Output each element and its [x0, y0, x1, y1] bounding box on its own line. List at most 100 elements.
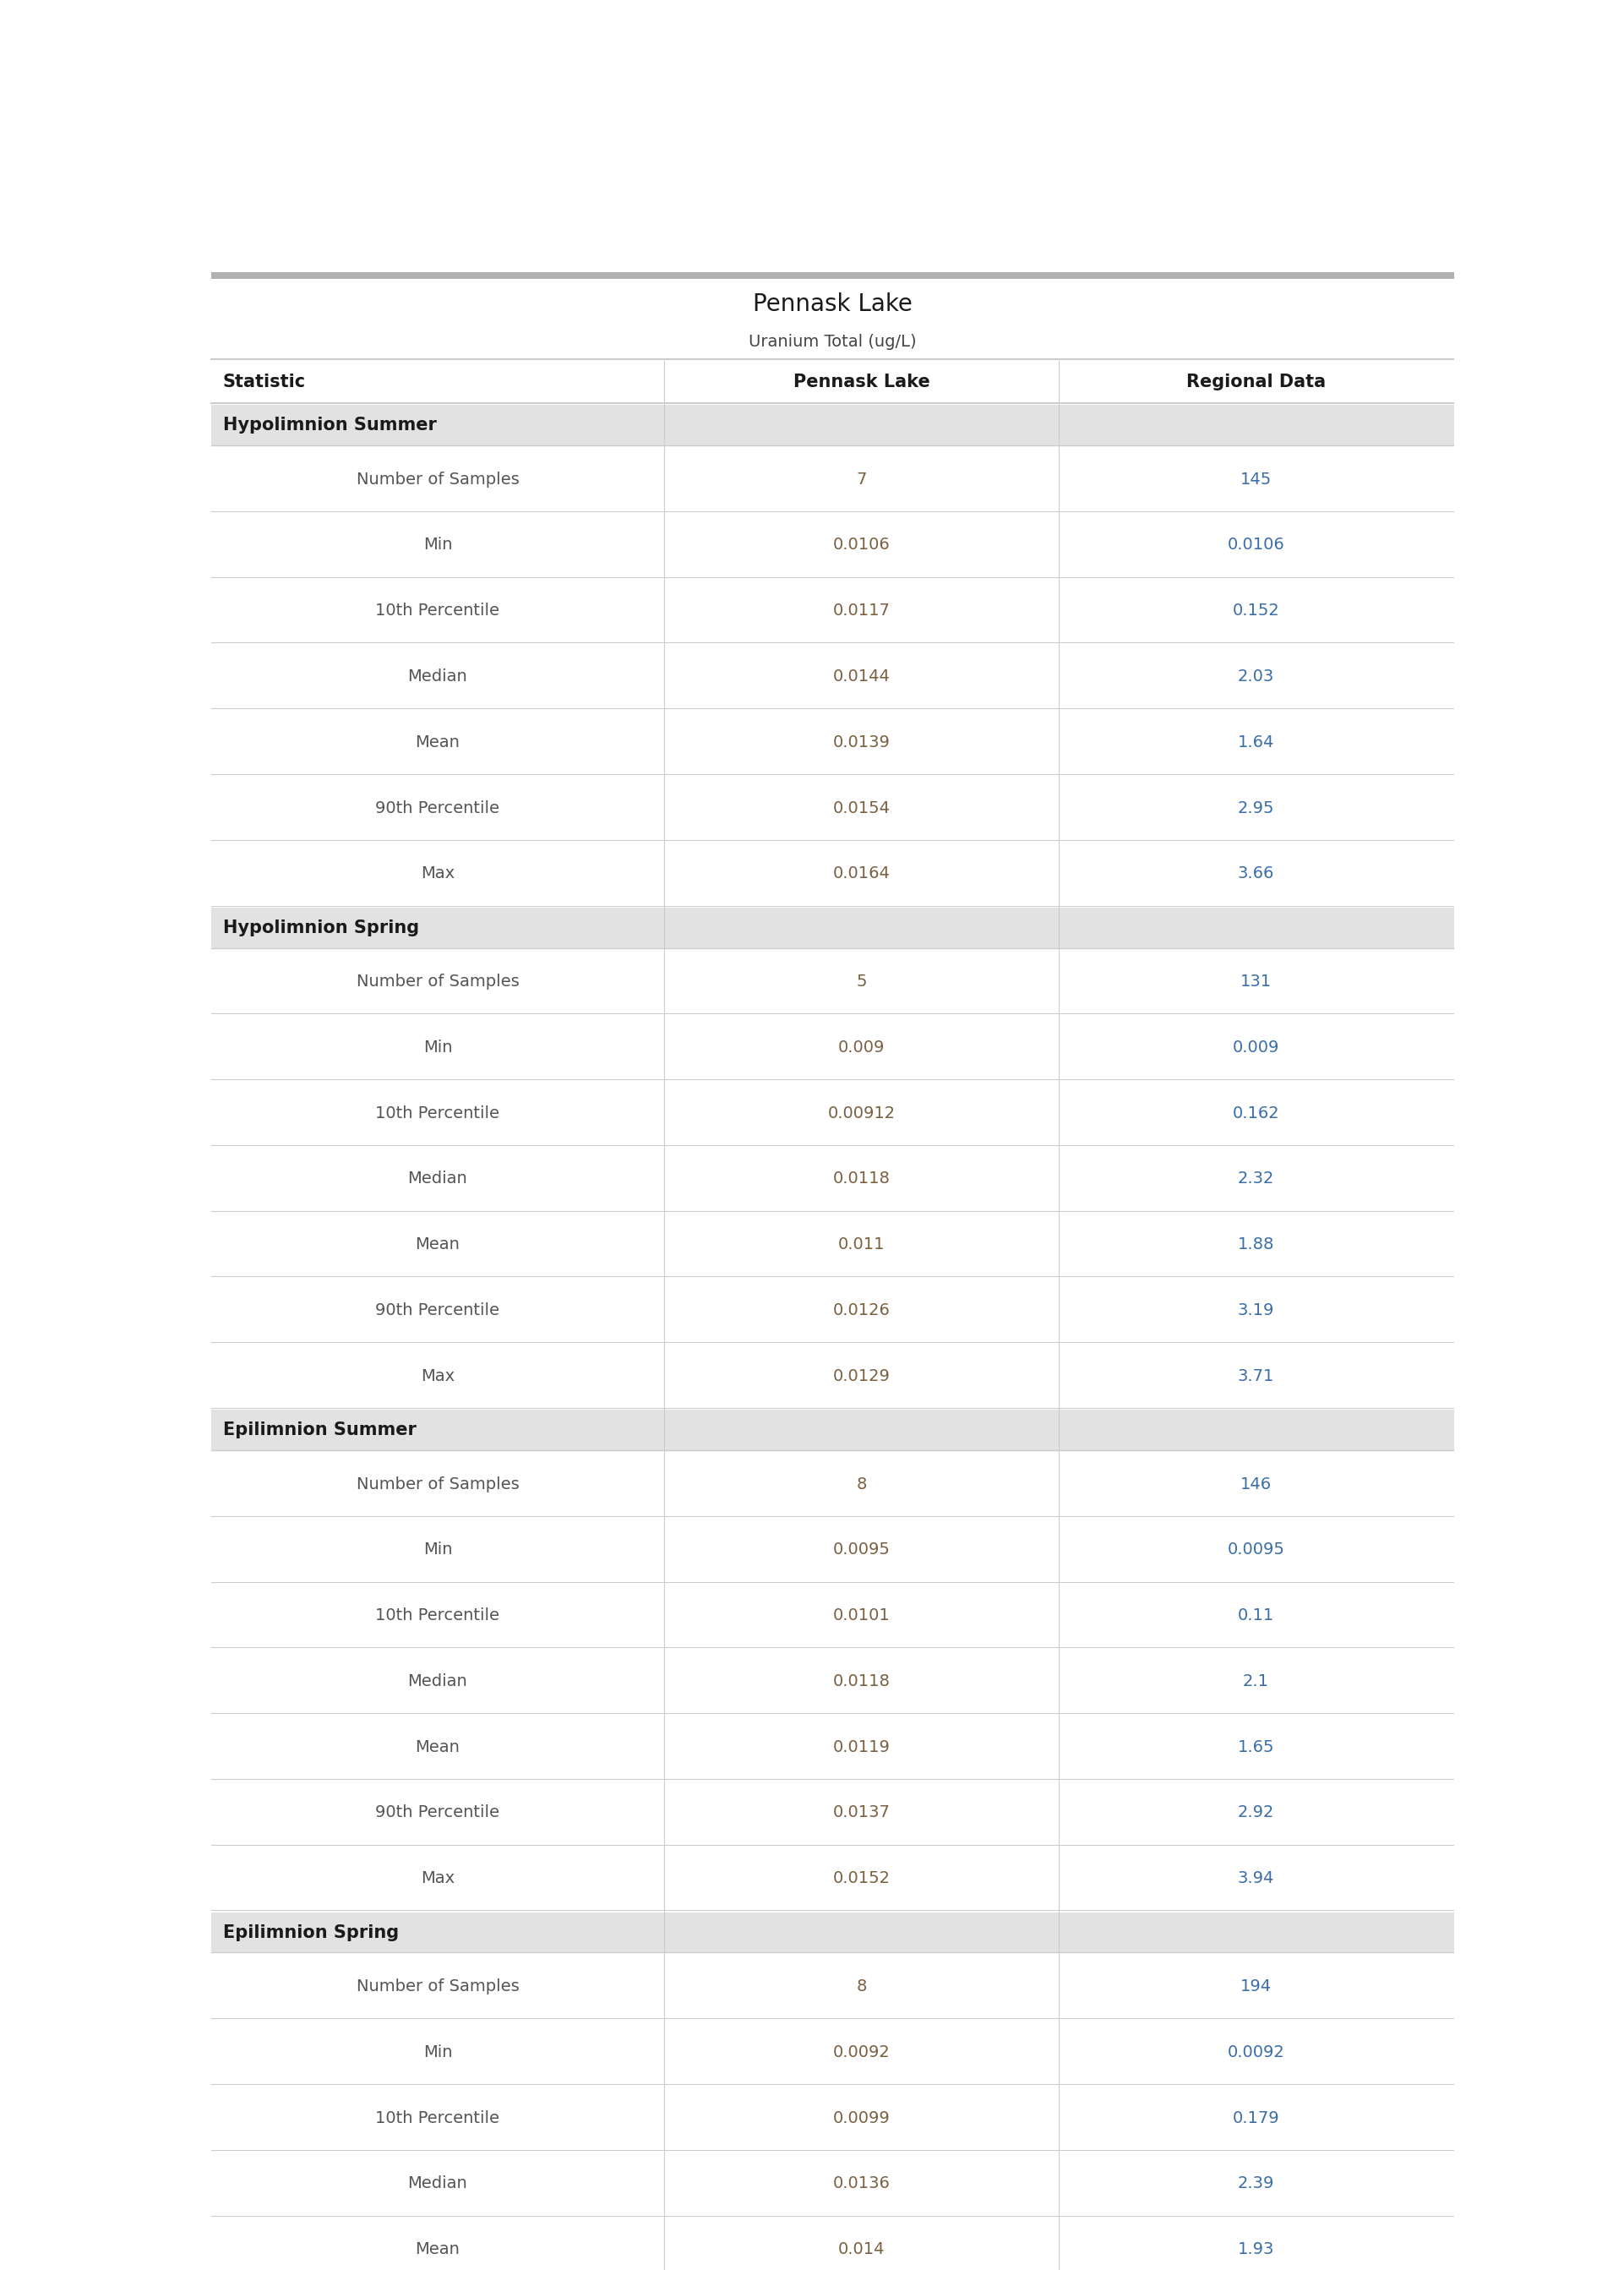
Text: 0.0154: 0.0154: [833, 799, 890, 815]
Bar: [211, 645, 1453, 708]
Bar: [211, 1584, 1453, 1648]
Text: 0.0129: 0.0129: [833, 1369, 890, 1385]
Text: 145: 145: [1241, 472, 1272, 488]
Text: 0.0136: 0.0136: [833, 2175, 890, 2191]
Text: Median: Median: [408, 1171, 468, 1187]
Text: Number of Samples: Number of Samples: [356, 1476, 520, 1491]
Text: Min: Min: [424, 1541, 451, 1557]
Text: Hypolimnion Spring: Hypolimnion Spring: [222, 919, 419, 935]
Bar: [211, 1954, 1453, 2018]
Text: Epilimnion Spring: Epilimnion Spring: [222, 1925, 398, 1941]
Text: 0.0117: 0.0117: [833, 604, 890, 620]
Bar: [211, 279, 1453, 359]
Text: 3.66: 3.66: [1237, 865, 1275, 881]
Text: Median: Median: [408, 2175, 468, 2191]
Text: 3.94: 3.94: [1237, 1870, 1275, 1886]
Text: Median: Median: [408, 1673, 468, 1689]
Text: 0.0152: 0.0152: [833, 1870, 890, 1886]
Bar: [211, 1081, 1453, 1144]
Text: 0.11: 0.11: [1237, 1607, 1275, 1623]
Bar: [211, 1410, 1453, 1451]
Text: Mean: Mean: [416, 2240, 460, 2256]
Text: 2.1: 2.1: [1242, 1673, 1270, 1689]
Bar: [211, 1212, 1453, 1276]
Bar: [211, 1344, 1453, 1407]
Text: 3.71: 3.71: [1237, 1369, 1275, 1385]
Text: 0.0101: 0.0101: [833, 1607, 890, 1623]
Text: Min: Min: [424, 2045, 451, 2061]
Text: Max: Max: [421, 865, 455, 881]
Text: 194: 194: [1241, 1979, 1272, 1995]
Bar: [211, 1146, 1453, 1210]
Text: 0.0119: 0.0119: [833, 1739, 890, 1755]
Text: 1.64: 1.64: [1237, 733, 1275, 751]
Text: 0.0099: 0.0099: [833, 2109, 890, 2127]
Text: 0.179: 0.179: [1233, 2109, 1280, 2127]
Text: 2.95: 2.95: [1237, 799, 1275, 815]
Bar: [211, 447, 1453, 511]
Bar: [211, 2152, 1453, 2216]
Bar: [211, 1911, 1453, 1952]
Text: 0.009: 0.009: [838, 1040, 885, 1056]
Bar: [211, 711, 1453, 774]
Text: 8: 8: [856, 1476, 867, 1491]
Text: 0.0126: 0.0126: [833, 1303, 890, 1319]
Text: Median: Median: [408, 667, 468, 686]
Bar: [211, 2020, 1453, 2084]
Bar: [211, 1453, 1453, 1516]
Text: 0.152: 0.152: [1233, 604, 1280, 620]
Bar: [211, 1519, 1453, 1582]
Text: 5: 5: [856, 974, 867, 990]
Text: 1.65: 1.65: [1237, 1739, 1275, 1755]
Bar: [211, 579, 1453, 642]
Text: Mean: Mean: [416, 1739, 460, 1755]
Text: 0.0144: 0.0144: [833, 667, 890, 686]
Bar: [211, 2218, 1453, 2270]
Text: 0.0106: 0.0106: [1228, 538, 1285, 554]
Bar: [211, 272, 1453, 279]
Text: Pennask Lake: Pennask Lake: [752, 293, 913, 316]
Bar: [211, 1846, 1453, 1911]
Text: 90th Percentile: 90th Percentile: [375, 1805, 500, 1821]
Text: 1.88: 1.88: [1237, 1237, 1275, 1253]
Text: 2.92: 2.92: [1237, 1805, 1275, 1821]
Text: 0.0106: 0.0106: [833, 538, 890, 554]
Text: 90th Percentile: 90th Percentile: [375, 799, 500, 815]
Text: 0.011: 0.011: [838, 1237, 885, 1253]
Text: 146: 146: [1241, 1476, 1272, 1491]
Text: 0.014: 0.014: [838, 2240, 885, 2256]
Text: Mean: Mean: [416, 1237, 460, 1253]
Text: 2.03: 2.03: [1237, 667, 1275, 686]
Text: Number of Samples: Number of Samples: [356, 1979, 520, 1995]
Text: 0.0095: 0.0095: [833, 1541, 890, 1557]
Text: Number of Samples: Number of Samples: [356, 472, 520, 488]
Text: Epilimnion Summer: Epilimnion Summer: [222, 1421, 416, 1439]
Bar: [211, 1716, 1453, 1780]
Text: 0.0164: 0.0164: [833, 865, 890, 881]
Bar: [211, 1278, 1453, 1342]
Text: 131: 131: [1241, 974, 1272, 990]
Bar: [211, 908, 1453, 949]
Bar: [211, 776, 1453, 840]
Text: 10th Percentile: 10th Percentile: [375, 604, 500, 620]
Bar: [211, 842, 1453, 906]
Text: 2.32: 2.32: [1237, 1171, 1275, 1187]
Text: 8: 8: [856, 1979, 867, 1995]
Text: 2.39: 2.39: [1237, 2175, 1275, 2191]
Bar: [211, 404, 1453, 445]
Text: 10th Percentile: 10th Percentile: [375, 2109, 500, 2127]
Text: 0.0092: 0.0092: [1228, 2045, 1285, 2061]
Bar: [211, 1650, 1453, 1714]
Text: Pennask Lake: Pennask Lake: [793, 375, 931, 390]
Text: Min: Min: [424, 1040, 451, 1056]
Text: 90th Percentile: 90th Percentile: [375, 1303, 500, 1319]
Text: Statistic: Statistic: [222, 375, 305, 390]
Text: Min: Min: [424, 538, 451, 554]
Text: 0.0118: 0.0118: [833, 1171, 890, 1187]
Text: 0.00912: 0.00912: [828, 1105, 895, 1121]
Text: 0.162: 0.162: [1233, 1105, 1280, 1121]
Bar: [211, 1782, 1453, 1846]
Bar: [211, 949, 1453, 1015]
Text: 7: 7: [856, 472, 867, 488]
Text: 0.0137: 0.0137: [833, 1805, 890, 1821]
